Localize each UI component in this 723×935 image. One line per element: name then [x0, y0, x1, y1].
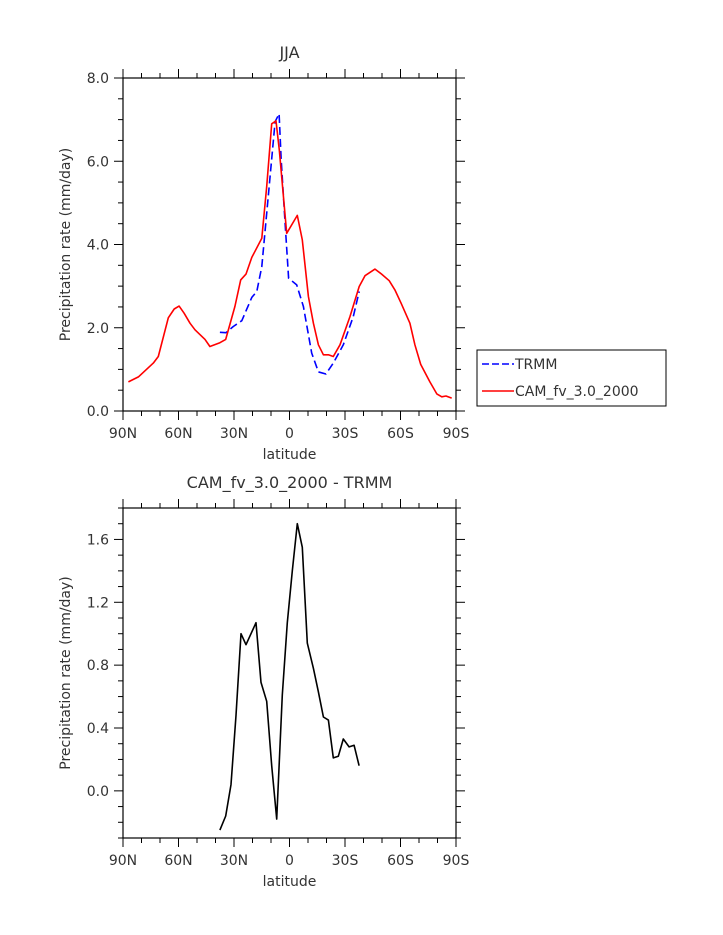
x-tick-label: 90N [109, 426, 137, 442]
y-axis-label: Precipitation rate (mm/day) [58, 148, 74, 342]
plot-frame [122, 507, 457, 839]
x-tick-label: 30N [220, 426, 248, 442]
y-tick-label: 2.0 [87, 321, 109, 337]
x-axis-label: latitude [263, 874, 317, 890]
x-tick-label: 30S [332, 853, 359, 869]
y-tick-label: 1.2 [87, 595, 109, 611]
x-tick-label: 0 [285, 426, 294, 442]
y-axis-label: Precipitation rate (mm/day) [58, 576, 74, 770]
x-tick-label: 90S [443, 853, 470, 869]
y-tick-label: 1.6 [87, 532, 109, 548]
y-tick-label: 6.0 [87, 154, 109, 170]
x-tick-label: 60S [387, 853, 414, 869]
x-tick-label: 30N [220, 853, 248, 869]
legend-box [476, 349, 667, 407]
legend-label: CAM_fv_3.0_2000 [515, 384, 639, 400]
series-line-trmm [219, 113, 360, 375]
chart-title: JJA [278, 43, 299, 62]
x-tick-label: 30S [332, 426, 359, 442]
series-line-difference [219, 522, 360, 831]
y-tick-label: 0.0 [87, 784, 109, 800]
y-tick-label: 0.4 [87, 721, 109, 737]
x-tick-label: 60N [164, 426, 192, 442]
chart-title: CAM_fv_3.0_2000 - TRMM [187, 473, 393, 493]
plot-1 [114, 69, 667, 420]
plot-frame [122, 77, 457, 412]
x-tick-label: 90N [109, 853, 137, 869]
series-line-cam-fv-3-0-2000 [128, 120, 452, 399]
x-tick-label: 0 [285, 853, 294, 869]
x-tick-label: 60N [164, 853, 192, 869]
y-tick-label: 8.0 [87, 71, 109, 87]
x-tick-label: 60S [387, 426, 414, 442]
x-tick-label: 90S [443, 426, 470, 442]
y-tick-label: 4.0 [87, 238, 109, 254]
y-tick-label: 0.0 [87, 404, 109, 420]
x-axis-label: latitude [263, 447, 317, 463]
y-tick-label: 0.8 [87, 658, 109, 674]
plot-2 [114, 499, 465, 847]
legend-label: TRMM [514, 357, 557, 373]
legend [476, 349, 667, 407]
